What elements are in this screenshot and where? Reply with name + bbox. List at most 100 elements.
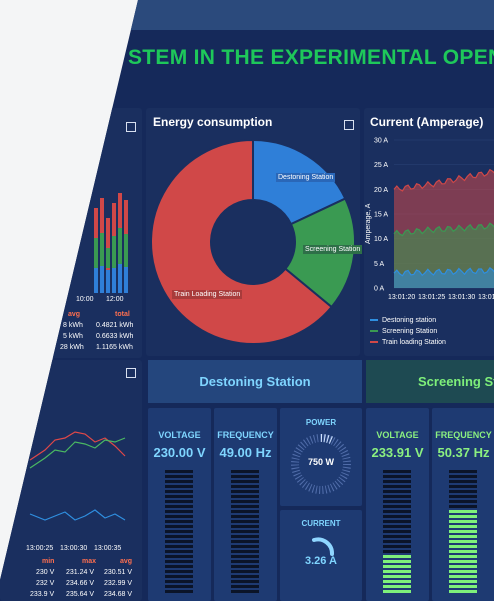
x-tick-label: 13:01:35 [478, 294, 494, 301]
left-energy-card: 10:00 12:00 avg total 8 kWh 0.4821 kWh 5… [0, 108, 142, 358]
bar-group-3 [106, 218, 110, 293]
bar-group-5 [118, 193, 122, 293]
bar-group-1 [94, 208, 98, 293]
left-col-avg: avg [68, 311, 81, 318]
voltage-col-max: max [82, 558, 97, 565]
bar-group-4 [112, 203, 116, 293]
y-tick-label: 30 A [374, 138, 388, 145]
screening-voltage-bar-gauge [383, 470, 411, 595]
expand-icon[interactable] [126, 368, 136, 378]
y-tick-label: 10 A [374, 236, 388, 243]
power-value: 750 W [307, 457, 334, 467]
power-label: POWER [305, 418, 337, 427]
screening-voltage-label: VOLTAGE [376, 430, 419, 440]
pie-label-train: Train Loading Station [172, 290, 243, 299]
left-row-2-total: 0.6633 kWh [96, 333, 134, 340]
y-tick-label: 0 A [374, 286, 384, 293]
x-tick-label: 13:01:25 [418, 294, 445, 301]
power-radial-gauge [291, 434, 351, 494]
line-red [29, 431, 126, 461]
y-tick-label: 5 A [374, 261, 384, 268]
left-bar-chart [94, 193, 128, 293]
legend-swatch-green [370, 330, 378, 333]
frequency-value: 49.00 Hz [219, 445, 272, 460]
screening-voltage-value: 233.91 V [371, 445, 424, 460]
current-legend-destoning: Destoning station [370, 317, 436, 324]
y-tick-label: 25 A [374, 162, 388, 169]
bar-group-6 [124, 200, 128, 293]
current-label: CURRENT [301, 519, 341, 528]
energy-donut-chart [150, 138, 356, 345]
current-card-title: Current (Amperage) [370, 115, 484, 129]
bar-group-2 [100, 198, 104, 293]
voltage-col-avg: avg [120, 558, 133, 565]
voltage-value: 230.00 V [153, 445, 206, 460]
voltage-row-1-min: 230 V [36, 569, 55, 576]
voltage-row-3-max: 235.64 V [66, 591, 95, 598]
destoning-current-meter: CURRENT 3.26 A [280, 510, 362, 601]
destoning-frequency-meter: FREQUENCY 49.00 Hz [214, 408, 277, 601]
y-tick-label: 15 A [374, 212, 388, 219]
top-bar [0, 0, 494, 30]
line-train-loading-station [393, 166, 494, 192]
screening-station-header: Screening St [366, 360, 494, 403]
screening-frequency-value: 50.37 Hz [437, 445, 490, 460]
frequency-bar-gauge [231, 470, 259, 595]
x-tick-label: 13:01:20 [388, 294, 415, 301]
legend-label-screening: Screening Station [382, 328, 438, 335]
destoning-station-header: Destoning Station [148, 360, 362, 403]
left-x-tick-1: 10:00 [76, 296, 94, 303]
left-col-total: total [115, 311, 130, 318]
left-row-3-avg: 28 kWh [60, 344, 84, 351]
screening-frequency-meter: FREQUENCY 50.37 Hz [432, 408, 494, 601]
legend-label-train: Train loading Station [382, 339, 446, 346]
left-x-tick-2: 12:00 [106, 296, 124, 303]
legend-swatch-red [370, 341, 378, 344]
voltage-bar-gauge [165, 470, 193, 595]
voltage-row-2-min: 232 V [36, 580, 55, 587]
voltage-row-1-max: 231.24 V [66, 569, 95, 576]
voltage-row-2-max: 234.66 V [66, 580, 95, 587]
voltage-row-2-avg: 232.99 V [104, 580, 133, 587]
pie-label-destoning: Destoning Station [276, 173, 336, 182]
energy-consumption-card: Energy consumption Destoning Station Scr… [146, 108, 363, 356]
voltage-line-chart [29, 431, 126, 521]
line-destoning-station [393, 266, 494, 277]
voltage-row-3-min: 233.9 V [30, 591, 55, 598]
screening-frequency-bar-gauge [449, 470, 477, 595]
voltage-x-tick-2: 13:00:30 [60, 545, 88, 552]
voltage-x-tick-3: 13:00:35 [94, 545, 122, 552]
current-area-chart: 30 A 25 A 20 A 15 A 10 A 5 A 0 A Amperage, A 13:… [365, 138, 494, 301]
y-axis-label: Amperage, A [365, 203, 372, 244]
current-amperage-card: Current (Amperage) 30 A 25 A 20 A 15 A 10 A 5… [364, 108, 494, 356]
current-value: 3.26 A [304, 555, 337, 567]
voltage-line-card: 13:00:25 13:00:30 13:00:35 min max avg 2… [0, 360, 142, 601]
expand-icon[interactable] [126, 122, 136, 132]
page-title: STEM IN THE EXPERIMENTAL OPEN PI [128, 46, 494, 69]
voltage-col-min: min [42, 558, 55, 565]
screening-frequency-label: FREQUENCY [435, 430, 492, 440]
left-row-1-avg: 8 kWh [63, 322, 83, 329]
legend-swatch-blue [370, 319, 378, 322]
left-row-1-total: 0.4821 kWh [96, 322, 134, 329]
line-green [29, 437, 126, 469]
screening-voltage-meter: VOLTAGE 233.91 V [366, 408, 429, 601]
energy-card-title: Energy consumption [153, 115, 273, 129]
left-row-2-avg: 5 kWh [63, 333, 83, 340]
frequency-label: FREQUENCY [217, 430, 274, 440]
pie-slice-0 [252, 138, 347, 226]
voltage-x-tick-1: 13:00:25 [26, 545, 54, 552]
voltage-row-3-avg: 234.68 V [104, 591, 133, 598]
y-tick-label: 20 A [374, 187, 388, 194]
line-screening-station [393, 221, 494, 237]
voltage-row-1-avg: 230.51 V [104, 569, 133, 576]
pie-label-screening: Screening Station [303, 245, 363, 254]
destoning-power-meter: POWER 750 W [280, 408, 362, 506]
destoning-voltage-meter: VOLTAGE 230.00 V [148, 408, 211, 601]
expand-icon[interactable] [344, 120, 354, 130]
legend-label-destoning: Destoning station [382, 317, 437, 324]
line-blue [29, 509, 126, 521]
voltage-label: VOLTAGE [158, 430, 201, 440]
